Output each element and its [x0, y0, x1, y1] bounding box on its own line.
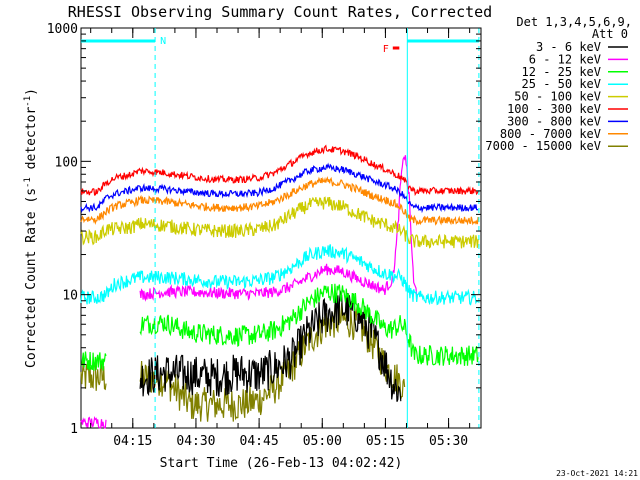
- legend-label: 300 - 800 keV: [507, 114, 601, 128]
- x-tick-label: 05:00: [303, 434, 342, 449]
- axis-layer: 1 10 100 1000 04:15 04:30 04:45 05:00 05:15 05:30: [47, 22, 481, 449]
- y-tick-label: 10: [62, 289, 78, 304]
- series-line-100to300keV: [80, 144, 479, 197]
- y-axis-label-mid: detector: [24, 107, 39, 178]
- series-line-7000to15000keV: [80, 303, 406, 422]
- legend-label: 100 - 300 keV: [507, 102, 601, 116]
- series-line-25to50keV: [80, 244, 479, 306]
- y-axis-label-exp1: -1: [23, 177, 33, 188]
- y-tick-label: 100: [55, 155, 78, 170]
- legend-label: 25 - 50 keV: [522, 77, 601, 91]
- legend-header-detectors: Det 1,3,4,5,6,9,: [516, 15, 632, 29]
- annotation-layer: NF: [81, 28, 480, 428]
- y-axis-label-exp2: -1: [23, 96, 33, 107]
- series-line-300to800keV: [80, 162, 479, 214]
- night-label: N: [160, 36, 166, 47]
- x-tick-label: 04:45: [240, 434, 279, 449]
- x-tick-label: 04:15: [113, 434, 152, 449]
- series-line-800to7000keV: [80, 176, 479, 226]
- series-line-3to6keV: [139, 290, 402, 402]
- y-axis-label-main: Corrected Count Rate (s: [24, 188, 39, 368]
- flare-label: F: [383, 44, 389, 55]
- x-tick-label: 05:30: [429, 434, 468, 449]
- legend-label: 800 - 7000 keV: [500, 127, 601, 141]
- x-tick-label: 05:15: [366, 434, 405, 449]
- x-tick-label: 04:30: [176, 434, 215, 449]
- legend-label: 50 - 100 keV: [514, 90, 601, 104]
- y-axis-label: Corrected Count Rate (s-1 detector-1): [23, 88, 39, 368]
- plot-frame: [80, 27, 482, 429]
- x-axis-label: Start Time (26-Feb-13 04:02:42): [160, 456, 403, 471]
- legend-label: 6 - 12 keV: [529, 52, 601, 66]
- legend-header-attenuator: Att 0: [592, 27, 628, 41]
- y-tick-label: 1: [70, 422, 78, 437]
- series-line-12to25keV: [80, 283, 479, 371]
- series-layer: [80, 144, 479, 429]
- legend-label: 7000 - 15000 keV: [485, 139, 601, 153]
- series-line-6to12keV: [80, 155, 418, 429]
- legend-label: 12 - 25 keV: [522, 65, 601, 79]
- y-axis-label-end: ): [24, 88, 39, 96]
- legend-label: 3 - 6 keV: [536, 40, 601, 54]
- y-tick-label: 1000: [47, 22, 78, 37]
- chart-title: RHESSI Observing Summary Count Rates, Co…: [68, 3, 492, 21]
- series-line-50to100keV: [80, 196, 479, 249]
- generated-timestamp: 23-Oct-2021 14:21: [556, 469, 638, 478]
